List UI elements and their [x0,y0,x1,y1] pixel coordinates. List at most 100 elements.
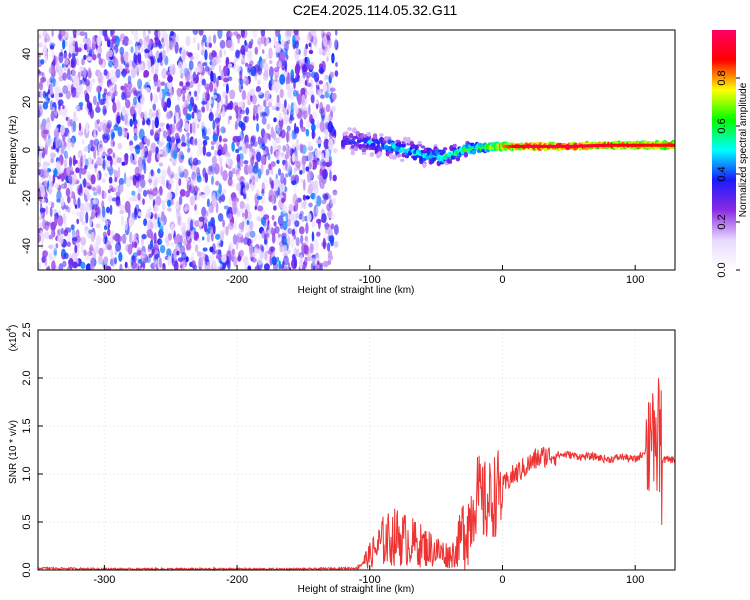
spectrogram-noise-cell [214,117,220,124]
spectrogram-noise-cell [282,220,288,231]
spectrogram-core-cell [574,144,577,148]
spectrogram-core-cell [579,144,582,148]
spectrogram-noise-cell [272,179,279,192]
spectrogram-noise-cell [199,146,202,155]
spectrogram-noise-cell [323,138,330,150]
spectrogram-noise-cell [240,30,245,38]
spectrogram-core-cell [567,144,570,148]
spectrogram-heatmap [38,30,675,270]
spectrogram-noise-cell [201,78,206,86]
spectrogram-noise-cell [259,142,262,149]
spectrogram-noise-cell [325,49,331,58]
colorbar-gradient [712,30,736,270]
spectrogram-noise-cell [74,204,78,209]
spectrogram-noise-cell [235,120,238,130]
spectrogram-noise-cell [299,210,304,216]
spectrogram-noise-cell [275,125,278,132]
spectrogram-noise-cell [318,80,323,85]
spectrogram-core-cell [627,143,630,147]
spectrogram-noise-cell [192,264,198,270]
spectrogram-noise-cell [120,53,124,65]
spectrogram-noise-cell [79,31,86,37]
spectrogram-y-label: Frequency (Hz) [8,116,19,185]
spectrogram-noise-cell [68,156,73,168]
spectrogram-core-cell [562,144,565,148]
spectrogram-ridge-cell [422,158,427,161]
spectrogram-noise-cell [298,77,302,87]
spectrogram-noise-cell [321,114,325,122]
spectrogram-noise-cell [147,58,151,70]
spectrogram-noise-cell [204,65,210,72]
spectrogram-noise-cell [59,52,63,57]
spectrogram-noise-cell [60,144,65,155]
spectrogram-noise-cell [250,38,254,46]
snr-x-label: Height of straight line (km) [298,584,415,595]
x-tick-label: 100 [626,274,644,286]
spectrogram-core-cell [587,144,590,148]
spectrogram-noise-cell [126,88,133,96]
spectrogram-noise-cell [309,79,314,90]
spectrogram-noise-cell [246,115,250,122]
spectrogram-noise-cell [258,38,261,43]
spectrogram-noise-cell [326,31,332,38]
spectrogram-noise-cell [92,95,97,106]
spectrogram-noise-cell [109,204,113,215]
spectrogram-core-cell [604,143,607,147]
spectrogram-noise-cell [175,34,179,44]
spectrogram-core-cell [514,144,517,148]
spectrogram-noise-cell [73,195,76,206]
spectrogram-ridge-cell [352,127,357,133]
spectrogram-noise-cell [209,81,214,93]
spectrogram-noise-cell [242,212,245,218]
spectrogram-noise-cell [289,86,295,92]
spectrogram-noise-cell [44,251,49,256]
spectrogram-noise-cell [202,91,208,102]
spectrogram-noise-cell [112,102,117,114]
spectrogram-noise-cell [333,135,336,145]
spectrogram-noise-cell [269,176,272,185]
spectrogram-noise-cell [143,69,150,78]
spectrogram-noise-cell [248,44,253,49]
spectrogram-noise-cell [82,66,87,79]
spectrogram-noise-cell [211,155,217,166]
spectrogram-noise-cell [299,169,303,175]
spectrogram-core-cell [631,143,634,147]
spectrogram-ridge-cell [372,135,378,140]
spectrogram-noise-cell [134,145,140,150]
spectrogram-noise-cell [268,163,272,171]
spectrogram-noise-cell [331,92,337,100]
spectrogram-noise-cell [134,65,139,73]
spectrogram-noise-cell [311,129,315,140]
snr-panel: -300 -200 -100 0 100 0.0 0.5 1.0 1.5 2.0 2.5 Heig… [6,322,676,595]
spectrogram-noise-cell [154,116,159,129]
spectrogram-core-cell [614,143,616,147]
spectrogram-noise-cell [38,109,41,119]
spectrogram-noise-cell [291,78,298,83]
spectrogram-noise-cell [128,217,135,226]
spectrogram-noise-cell [235,111,239,119]
spectrogram-noise-cell [76,57,80,67]
spectrogram-noise-cell [185,81,190,87]
spectrogram-noise-cell [305,91,309,96]
spectrogram-noise-cell [239,109,245,115]
spectrogram-noise-cell [307,141,312,150]
spectrogram-noise-cell [300,87,306,97]
spectrogram-noise-cell [131,260,137,270]
spectrogram-noise-cell [193,104,198,113]
spectrogram-noise-cell [256,151,262,163]
spectrogram-noise-cell [261,182,265,194]
spectrogram-noise-cell [197,42,200,51]
spectrogram-noise-cell [286,130,289,143]
spectrogram-noise-cell [160,169,167,179]
spectrogram-noise-cell [134,214,138,220]
spectrogram-noise-cell [196,123,200,129]
spectrogram-noise-cell [291,129,296,140]
spectrogram-noise-cell [102,151,107,156]
spectrogram-noise-cell [122,39,125,45]
spectrogram-noise-cell [207,165,213,176]
spectrogram-noise-cell [143,218,148,227]
spectrogram-noise-cell [218,64,222,74]
spectrogram-noise-cell [245,196,249,201]
spectrogram-noise-cell [324,228,331,234]
spectrogram-noise-cell [227,63,233,68]
